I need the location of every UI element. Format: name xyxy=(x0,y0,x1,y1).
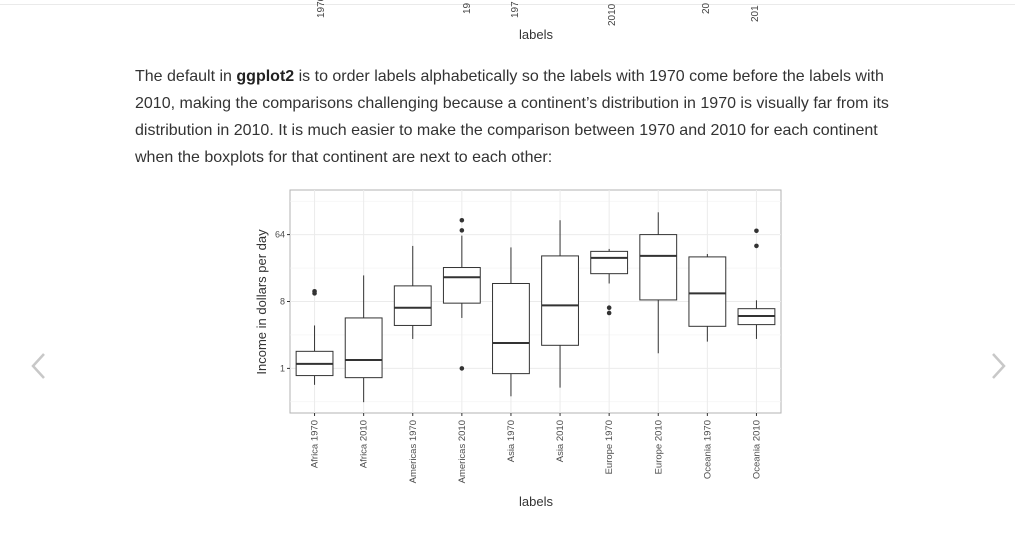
outlier-point xyxy=(606,305,612,310)
x-tick-label: Africa 1970 xyxy=(310,420,321,468)
prev-chart-xlabel: labels xyxy=(519,27,553,42)
x-axis-title: labels xyxy=(519,494,553,509)
outlier-point xyxy=(459,228,465,233)
chevron-right-icon[interactable] xyxy=(985,350,1009,382)
box xyxy=(541,255,579,346)
boxplot-europe-1970 xyxy=(590,248,629,316)
x-tick-label: Americas 1970 xyxy=(408,420,419,483)
chevron-left-icon[interactable] xyxy=(28,350,52,382)
boxplot-asia-1970 xyxy=(492,247,530,397)
x-tick-label: Asia 2010 xyxy=(555,420,566,462)
y-tick-label: 1 xyxy=(280,363,285,373)
boxplot-americas-2010 xyxy=(442,217,481,371)
paragraph-text: The default in xyxy=(135,68,237,85)
boxes xyxy=(295,212,776,403)
prev-tick-label: 1970 xyxy=(316,0,327,18)
box xyxy=(393,285,432,326)
boxplot-asia-2010 xyxy=(541,220,579,388)
outlier-point xyxy=(459,217,465,223)
top-divider xyxy=(0,4,1015,5)
x-tick-label: Europe 2010 xyxy=(653,420,664,474)
x-tick-label: Europe 1970 xyxy=(604,420,615,474)
x-tick-label: Oceania 1970 xyxy=(702,420,713,479)
boxplot-americas-1970 xyxy=(393,245,432,339)
outlier-point xyxy=(312,288,317,294)
box xyxy=(344,317,383,379)
y-tick-label: 8 xyxy=(280,297,285,307)
boxplot-oceania-1970 xyxy=(688,254,727,342)
x-axis: Africa 1970 Africa 2010 Americas 1970 Ameri… xyxy=(310,413,762,483)
boxplot-africa-2010 xyxy=(344,275,383,403)
box xyxy=(442,267,481,304)
paragraph-text: is to order labels alphabetically so the… xyxy=(135,68,889,166)
outlier-point xyxy=(754,243,759,249)
boxplot-europe-2010 xyxy=(639,212,678,354)
x-tick-label: Asia 1970 xyxy=(506,420,517,462)
prev-tick-label: 20 xyxy=(701,2,712,14)
box xyxy=(590,250,629,275)
box xyxy=(688,256,727,327)
x-tick-label: Oceania 2010 xyxy=(751,420,762,479)
y-axis-title: Income in dollars per day xyxy=(254,229,269,375)
outlier-point xyxy=(606,310,612,316)
prev-tick-label: 201 xyxy=(750,5,761,22)
prev-tick-label: 197 xyxy=(510,1,521,18)
box xyxy=(492,282,530,375)
package-name: ggplot2 xyxy=(236,68,295,85)
boxplot-africa-1970 xyxy=(295,288,334,385)
outlier-point xyxy=(459,366,465,371)
body-paragraph: The default in ggplot2 is to order label… xyxy=(135,63,895,171)
box xyxy=(639,234,678,301)
y-tick-label: 64 xyxy=(275,230,285,240)
x-tick-label: Africa 2010 xyxy=(359,420,370,468)
x-tick-label: Americas 2010 xyxy=(457,420,468,483)
prev-tick-label: 2010 xyxy=(607,3,618,26)
prev-tick-label: 19 xyxy=(462,2,473,14)
boxplot-oceania-2010 xyxy=(737,228,776,339)
outlier-point xyxy=(754,228,759,234)
